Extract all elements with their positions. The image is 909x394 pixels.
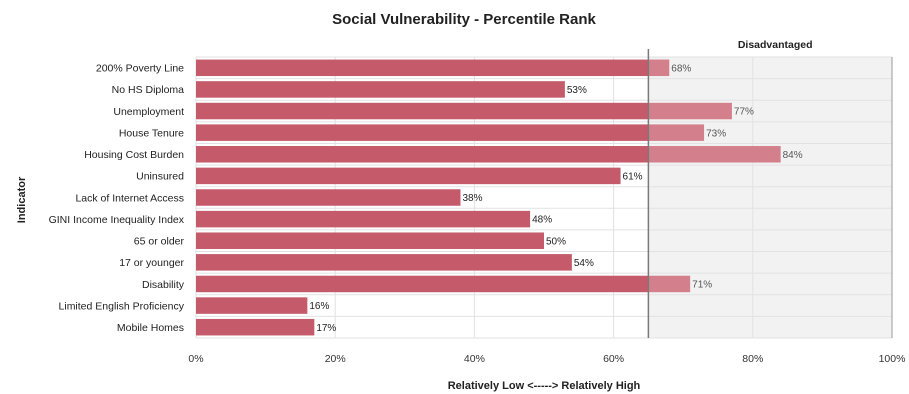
- bar: [196, 210, 531, 228]
- data-label: 50%: [546, 236, 566, 247]
- x-tick-label: 80%: [742, 353, 763, 365]
- data-labels: 68% 53% 77% 73% 84% 61% 38% 48% 50% 54% 71% 16% 17%: [309, 63, 802, 333]
- bar: [196, 102, 649, 120]
- data-label: 68%: [671, 63, 691, 74]
- category-label: No HS Diploma: [112, 84, 185, 96]
- y-axis-title: Indicator: [16, 176, 28, 223]
- disadvantaged-zone: [648, 57, 892, 338]
- x-tick-label: 0%: [188, 353, 203, 365]
- data-label: 48%: [532, 215, 552, 226]
- bar: [196, 189, 461, 206]
- bar: [196, 254, 572, 271]
- category-label: 65 or older: [134, 236, 185, 248]
- bar: [196, 318, 315, 336]
- data-label: 73%: [706, 128, 726, 139]
- bar: [196, 297, 308, 314]
- disadvantaged-label: Disadvantaged: [738, 39, 813, 51]
- data-label: 84%: [783, 150, 803, 161]
- data-label: 38%: [462, 193, 482, 204]
- x-tick-label: 20%: [325, 353, 346, 365]
- category-label: Lack of Internet Access: [75, 192, 184, 204]
- grid-lines: [195, 56, 893, 339]
- category-label: Housing Cost Burden: [84, 149, 184, 161]
- bar: [196, 167, 621, 185]
- category-label: House Tenure: [119, 127, 184, 139]
- bar-over-threshold: [648, 146, 781, 163]
- x-axis-ticks: 0% 20% 40% 60% 80% 100%: [188, 353, 905, 365]
- x-axis-title: Relatively Low <-----> Relatively High: [448, 380, 641, 392]
- category-label: GINI Income Inequality Index: [49, 214, 185, 226]
- bar-over-threshold: [648, 275, 691, 293]
- bar: [196, 232, 544, 249]
- category-label: 17 or younger: [119, 257, 184, 269]
- bar: [196, 81, 565, 98]
- bar: [196, 124, 649, 141]
- data-label: 54%: [574, 258, 594, 269]
- bar-over-threshold: [648, 102, 732, 120]
- bars: [196, 59, 781, 336]
- data-label: 77%: [734, 107, 754, 118]
- category-label: 200% Poverty Line: [96, 63, 184, 75]
- bar: [196, 275, 649, 293]
- bar: [196, 146, 649, 163]
- data-label: 53%: [567, 85, 587, 96]
- category-label: Unemployment: [113, 106, 184, 118]
- data-label: 16%: [309, 301, 329, 312]
- chart-title: Social Vulnerability - Percentile Rank: [332, 11, 596, 28]
- category-label: Uninsured: [136, 171, 184, 183]
- x-tick-label: 100%: [879, 353, 906, 365]
- category-labels: 200% Poverty Line No HS Diploma Unemployme…: [49, 63, 185, 334]
- data-label: 71%: [692, 280, 712, 291]
- x-tick-label: 40%: [464, 353, 485, 365]
- bar: [196, 59, 649, 77]
- category-label: Disability: [142, 279, 185, 291]
- category-label: Limited English Proficiency: [59, 300, 185, 312]
- bar-over-threshold: [648, 124, 705, 141]
- x-tick-label: 60%: [603, 353, 624, 365]
- bar-over-threshold: [648, 59, 670, 77]
- data-label: 61%: [623, 171, 643, 182]
- data-label: 17%: [316, 323, 336, 334]
- category-label: Mobile Homes: [117, 322, 184, 334]
